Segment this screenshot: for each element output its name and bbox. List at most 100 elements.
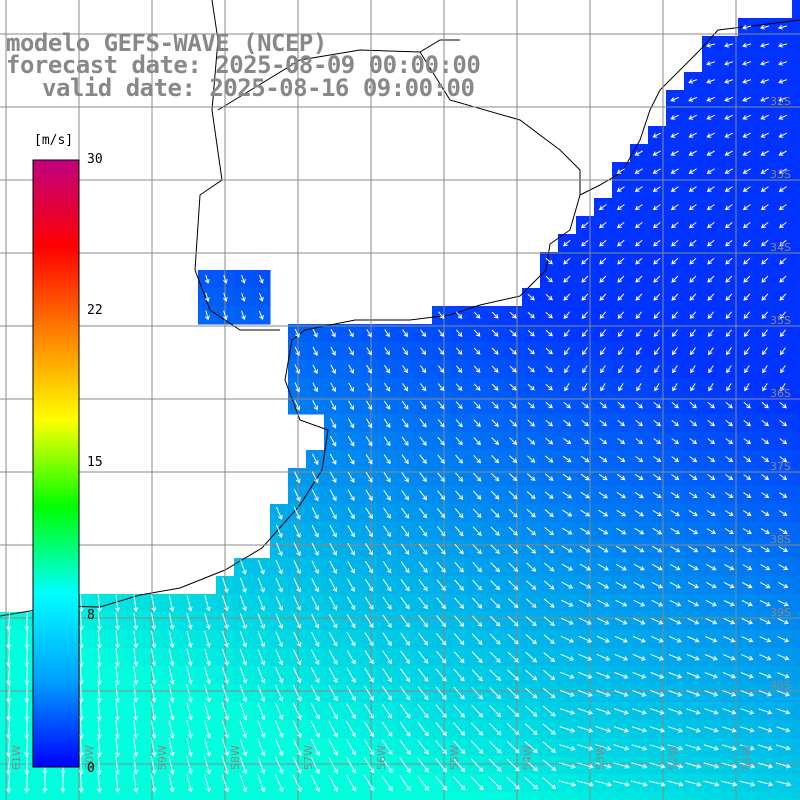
wind-arrow — [222, 292, 228, 303]
wind-arrow — [294, 364, 300, 375]
wind-arrow — [489, 651, 501, 663]
wind-arrow — [204, 648, 211, 667]
wind-arrow — [275, 524, 283, 539]
wind-speed-cell — [252, 792, 271, 800]
wind-arrow — [634, 222, 643, 229]
wind-arrow — [418, 579, 428, 592]
wind-arrow — [365, 400, 373, 411]
wind-arrow — [471, 633, 483, 646]
wind-arrow — [491, 311, 499, 319]
colorbar-tick: 0 — [87, 761, 95, 776]
wind-arrow — [743, 239, 751, 247]
wind-arrow — [310, 649, 320, 666]
wind-arrow — [561, 581, 574, 589]
wind-arrow — [328, 649, 338, 665]
wind-arrow — [436, 597, 446, 610]
wind-arrow — [599, 275, 607, 283]
wind-arrow — [779, 420, 788, 427]
wind-arrow — [704, 690, 719, 697]
wind-arrow — [722, 672, 736, 679]
wind-arrow — [742, 204, 751, 211]
wind-arrow — [760, 132, 769, 138]
wind-arrow — [419, 400, 427, 410]
wind-arrow — [632, 635, 646, 643]
wind-arrow — [115, 594, 121, 613]
wind-arrow — [653, 311, 661, 319]
wind-arrow — [364, 685, 374, 701]
wind-arrow — [275, 631, 284, 648]
wind-arrow — [704, 726, 719, 733]
wind-arrow — [400, 543, 410, 555]
wind-arrow — [739, 780, 756, 787]
wind-arrow — [150, 666, 157, 685]
wind-arrow — [222, 577, 229, 594]
wind-arrow — [652, 491, 662, 499]
wind-arrow — [688, 545, 699, 553]
wind-arrow — [631, 708, 647, 715]
wind-arrow — [506, 776, 521, 790]
wind-speed-cell — [468, 792, 487, 800]
wind-arrow — [259, 274, 264, 284]
wind-arrow — [543, 580, 555, 590]
wind-arrow — [417, 739, 429, 755]
wind-arrow — [6, 683, 12, 703]
wind-arrow — [366, 382, 373, 392]
wind-arrow — [491, 455, 500, 464]
wind-arrow — [275, 756, 284, 775]
wind-arrow — [24, 647, 30, 667]
wind-speed-cell — [792, 216, 800, 235]
wind-arrow — [581, 347, 588, 356]
wind-arrow — [275, 720, 284, 739]
wind-arrow — [275, 560, 283, 575]
wind-arrow — [689, 275, 697, 283]
wind-arrow — [527, 311, 535, 319]
wind-arrow — [615, 563, 627, 571]
wind-arrow — [526, 491, 536, 500]
wind-arrow — [760, 60, 770, 66]
wind-arrow — [685, 780, 702, 787]
wind-arrow — [186, 738, 193, 757]
wind-arrow — [436, 632, 447, 646]
wind-arrow — [614, 635, 628, 643]
wind-arrow — [382, 685, 393, 701]
wind-arrow — [743, 347, 750, 356]
wind-arrow — [670, 150, 679, 156]
wind-arrow — [742, 114, 752, 120]
wind-arrow — [489, 633, 501, 645]
wind-arrow — [347, 542, 355, 556]
wind-arrow — [418, 632, 429, 646]
wind-arrow — [329, 560, 337, 574]
wind-speed-cell — [792, 72, 800, 91]
wind-arrow — [24, 629, 30, 649]
wind-arrow — [399, 739, 411, 755]
wind-arrow — [706, 510, 716, 517]
wind-arrow — [778, 564, 789, 571]
wind-arrow — [78, 612, 84, 631]
longitude-label: 59W — [156, 745, 169, 770]
wind-arrow — [490, 490, 500, 500]
wind-arrow — [596, 690, 611, 697]
wind-arrow — [364, 560, 374, 574]
wind-arrow — [725, 492, 734, 498]
wind-arrow — [598, 222, 607, 229]
wind-arrow — [6, 665, 12, 685]
wind-arrow — [490, 508, 500, 518]
wind-arrow — [707, 474, 716, 481]
wind-arrow — [595, 762, 612, 769]
wind-arrow — [417, 704, 429, 719]
wind-arrow — [776, 726, 791, 733]
wind-arrow — [561, 545, 573, 553]
wind-arrow — [779, 401, 787, 409]
wind-arrow — [652, 222, 661, 229]
wind-arrow — [524, 705, 538, 717]
wind-arrow — [545, 347, 553, 355]
wind-arrow — [399, 721, 411, 737]
wind-arrow — [402, 347, 408, 356]
wind-arrow — [508, 580, 519, 591]
wind-speed-cell — [90, 792, 109, 800]
wind-arrow — [778, 204, 787, 211]
wind-arrow — [419, 418, 427, 428]
wind-arrow — [634, 168, 643, 174]
wind-speed-cell — [504, 792, 523, 800]
